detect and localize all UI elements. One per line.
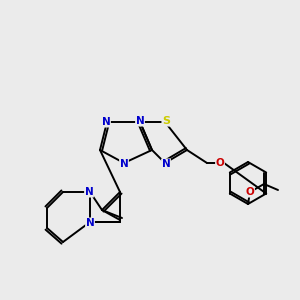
Text: O: O xyxy=(216,158,224,168)
Text: N: N xyxy=(162,159,170,169)
Text: N: N xyxy=(102,117,110,127)
Text: S: S xyxy=(162,116,170,126)
Text: O: O xyxy=(246,187,254,197)
Text: N: N xyxy=(85,187,93,197)
Text: N: N xyxy=(85,218,94,228)
Text: N: N xyxy=(120,159,128,169)
Text: N: N xyxy=(136,116,144,126)
